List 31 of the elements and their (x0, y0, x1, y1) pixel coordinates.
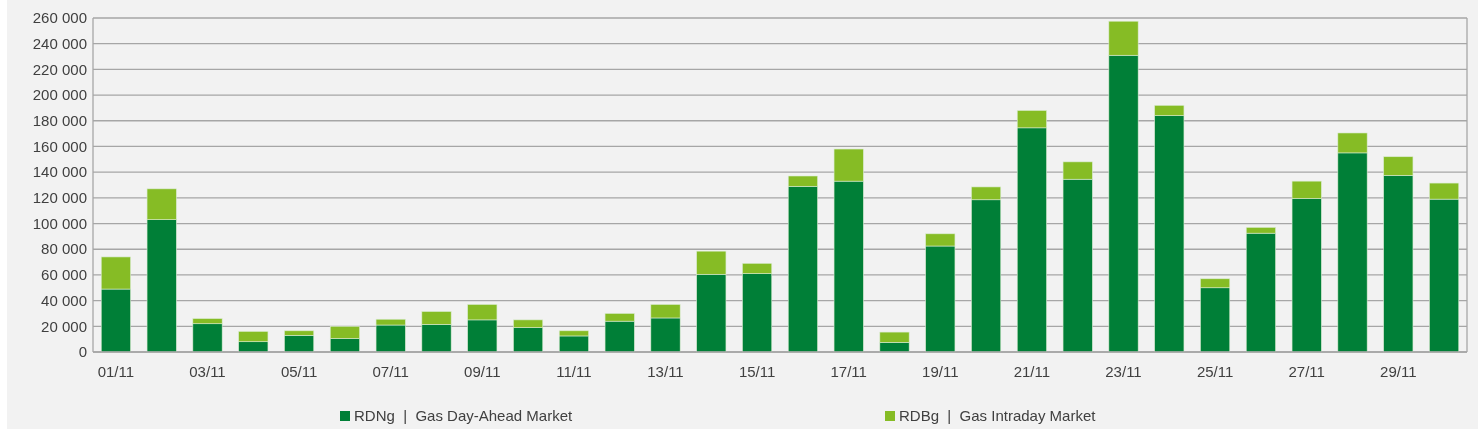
x-tick-label: 27/11 (1288, 363, 1325, 380)
y-tick-label: 260 000 (32, 9, 87, 27)
y-tick-label: 120 000 (32, 189, 87, 207)
y-tick-label: 40 000 (41, 291, 87, 309)
y-tick-label: 220 000 (32, 60, 87, 78)
x-tick-label: 03/11 (189, 363, 226, 380)
x-tick-label: 11/11 (556, 363, 592, 380)
x-tick-label: 25/11 (1196, 363, 1234, 380)
x-tick-label: 01/11 (97, 363, 135, 380)
y-tick-label: 240 000 (32, 34, 87, 52)
y-tick-label: 200 000 (32, 86, 87, 104)
x-tick-label: 09/11 (464, 363, 501, 380)
x-tick-label: 21/11 (1013, 363, 1051, 380)
x-tick-label: 07/11 (372, 363, 409, 380)
y-tick-label: 100 000 (32, 214, 87, 232)
y-tick-label: 60 000 (41, 266, 87, 284)
x-tick-label: 05/11 (280, 363, 318, 380)
x-tick-label: 23/11 (1105, 363, 1142, 380)
y-tick-label: 80 000 (41, 240, 87, 258)
x-tick-label: 19/11 (922, 363, 959, 380)
legend-label: RDNg | Gas Day-Ahead Market (354, 407, 573, 424)
x-tick-label: 17/11 (830, 363, 867, 380)
y-tick-label: 140 000 (32, 163, 87, 181)
x-tick-label: 15/11 (738, 363, 776, 380)
y-tick-label: 20 000 (41, 317, 87, 335)
y-tick-label: 160 000 (32, 137, 87, 155)
y-tick-label: 0 (78, 343, 87, 361)
y-tick-label: 180 000 (32, 112, 87, 130)
x-tick-label: 13/11 (647, 363, 684, 380)
legend-label: RDBg | Gas Intraday Market (899, 407, 1097, 424)
x-tick-label: 29/11 (1380, 363, 1417, 380)
